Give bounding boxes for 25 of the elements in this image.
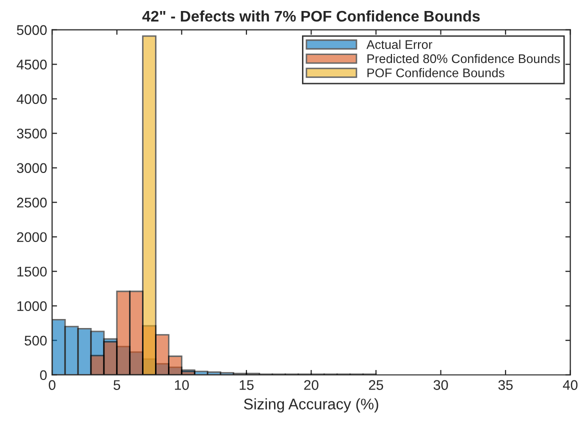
x-tick-label: 40 (562, 380, 578, 390)
x-tick-label: 25 (368, 380, 384, 390)
x-tick-label: 5 (114, 380, 120, 390)
x-tick-label: 10 (174, 380, 189, 390)
y-tick-label: 3500 (16, 128, 47, 139)
y-tick-label: 2500 (17, 198, 47, 208)
y-tick-label: 500 (24, 336, 47, 346)
x-tick-label: 15 (240, 380, 254, 390)
legend-label: POF Confidence Bounds (367, 68, 504, 78)
x-tick-label: 30 (434, 380, 448, 390)
x-axis-title: Sizing Accuracy (%) (244, 398, 378, 412)
y-tick-label: 0 (40, 370, 47, 380)
legend-label: Actual Error (366, 40, 432, 49)
legend-label: Predicted 80% Confidence Bounds (367, 54, 560, 64)
x-tick-label: 0 (48, 380, 56, 390)
y-tick-label: 4000 (16, 94, 47, 104)
y-tick-label: 4500 (16, 60, 47, 70)
chart-title: 42" - Defects with 7% POF Confidence Bounds (142, 10, 480, 22)
x-tick-label: 35 (498, 380, 513, 390)
x-tick-label: 20 (304, 380, 318, 390)
y-tick-label: 2000 (17, 232, 47, 242)
y-tick-label: 1500 (17, 266, 47, 277)
y-tick-label: 3000 (16, 163, 47, 174)
y-tick-label: 1000 (17, 301, 47, 312)
y-tick-label: 5000 (16, 25, 47, 35)
